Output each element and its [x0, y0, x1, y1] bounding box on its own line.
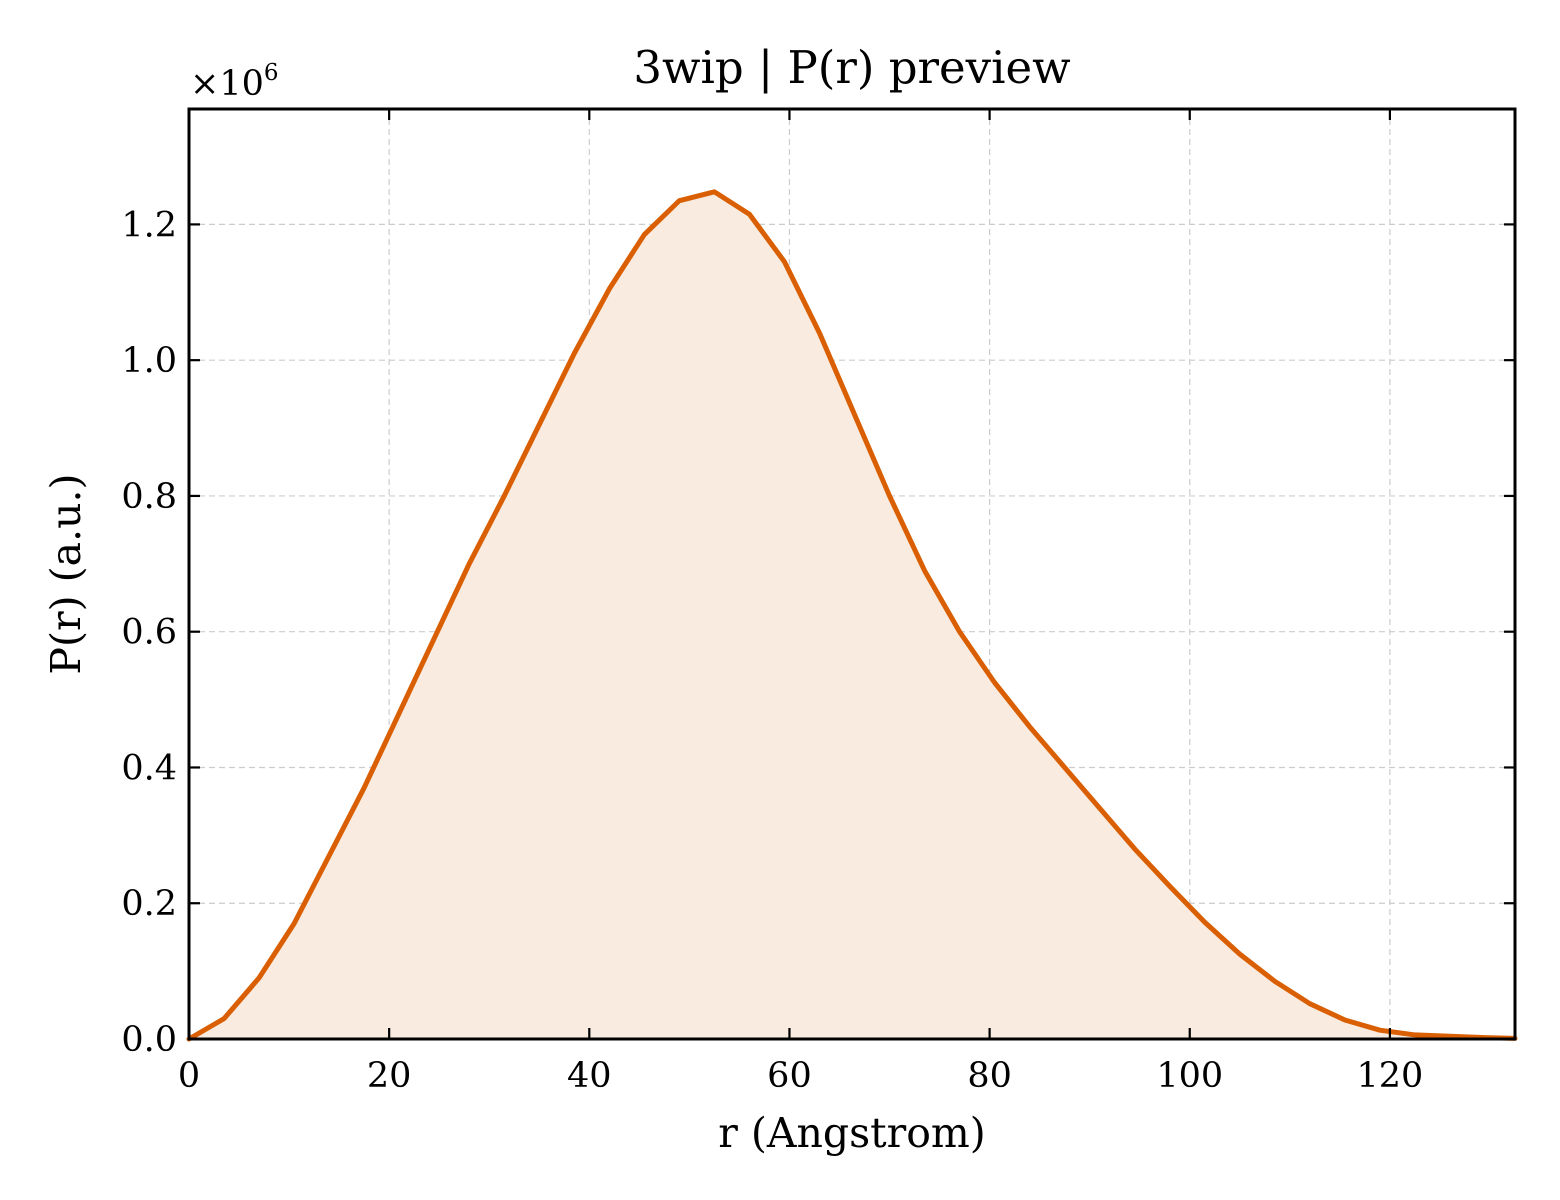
chart-title: 3wip | P(r) preview: [633, 41, 1070, 94]
y-offset-label: ×106: [190, 60, 279, 104]
x-tick-label-3: 60: [767, 1056, 812, 1096]
data-layer: [186, 189, 1518, 1042]
x-tick-label-4: 80: [967, 1056, 1012, 1096]
y-offset-base: ×10: [190, 64, 264, 104]
x-tick-label-5: 100: [1156, 1056, 1223, 1096]
series-area-0: [189, 191, 1515, 1039]
plot-frame: [187, 107, 1517, 1041]
x-tick-label-6: 120: [1356, 1056, 1423, 1096]
x-axis-label: r (Angstrom): [718, 1109, 986, 1157]
y-tick-label-3: 0.6: [121, 613, 177, 653]
y-tick-label-4: 0.8: [121, 477, 177, 517]
y-tick-label-5: 1.0: [121, 341, 177, 381]
y-axis-label: P(r) (a.u.): [42, 473, 90, 674]
y-tick-label-1: 0.2: [121, 884, 177, 924]
x-tick-label-0: 0: [178, 1056, 200, 1096]
y-tick-label-2: 0.4: [121, 748, 177, 788]
y-tick-label-0: 0.0: [121, 1020, 177, 1060]
y-tick-label-6: 1.2: [121, 205, 177, 245]
y-offset-exponent: 6: [264, 60, 279, 86]
ticks: 0 20 40 60 80 100 120 0.0 0.2 0.4 0.6 0.8 1.0 1.2: [121, 109, 1515, 1096]
series-line-0: [186, 189, 1518, 1042]
x-tick-label-2: 40: [567, 1056, 612, 1096]
x-tick-label-1: 20: [367, 1056, 412, 1096]
